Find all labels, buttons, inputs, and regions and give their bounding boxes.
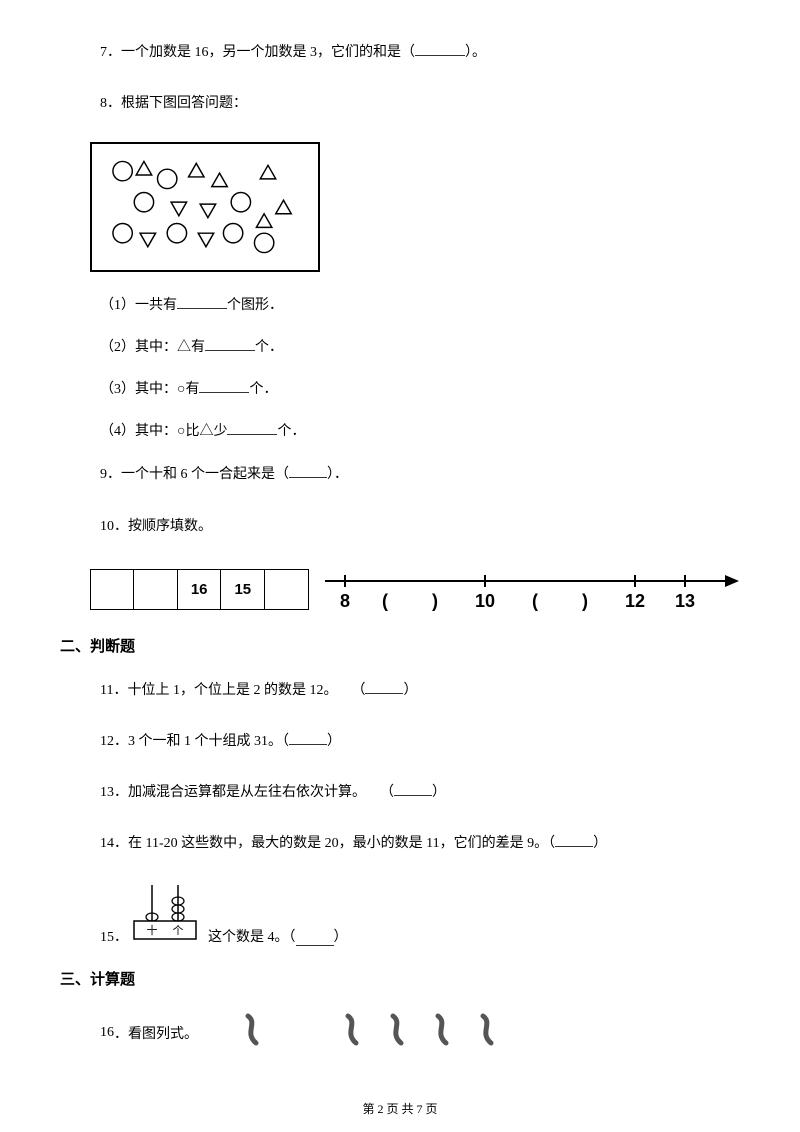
q7-text-a: ．一个加数是 16，另一个加数是 3，它们的和是（ bbox=[107, 45, 415, 60]
svg-text:10: 10 bbox=[475, 591, 495, 611]
q8-sub1-blank[interactable] bbox=[177, 295, 227, 309]
question-16: 16．看图列式。 bbox=[100, 1011, 740, 1056]
footer-b: 页 共 bbox=[383, 1102, 416, 1116]
q13-blank[interactable] bbox=[394, 782, 432, 796]
q8-sub1-a: （1）一共有 bbox=[100, 298, 177, 313]
q9-num: 9 bbox=[100, 467, 107, 482]
q8-sub4-blank[interactable] bbox=[227, 421, 277, 435]
q9-blank[interactable] bbox=[289, 464, 327, 478]
q12-blank[interactable] bbox=[289, 731, 327, 745]
q14-num: 14 bbox=[100, 836, 114, 851]
question-9: 9．一个十和 6 个一合起来是（ ）． bbox=[100, 462, 740, 487]
q15-text-b: 这个数是 4。（ bbox=[208, 926, 296, 946]
shapes-figure bbox=[90, 142, 320, 272]
q12-text-b: ） bbox=[327, 734, 341, 749]
abacus-icon: 十个 bbox=[128, 883, 202, 946]
q12-num: 12 bbox=[100, 734, 114, 749]
q8-sub3-b: 个． bbox=[249, 382, 277, 397]
section-2-header: 二、判断题 bbox=[60, 635, 740, 656]
question-7: 7．一个加数是 16，另一个加数是 3，它们的和是（ ）。 bbox=[100, 40, 740, 65]
q10-cell: 16 bbox=[177, 570, 221, 610]
q8-sub3-blank[interactable] bbox=[199, 379, 249, 393]
q8-sub4: （4）其中：○比△少 个． bbox=[100, 420, 740, 440]
question-10: 10．按顺序填数。 bbox=[100, 514, 740, 539]
svg-text:): ) bbox=[582, 591, 588, 611]
q10-cell: 15 bbox=[221, 570, 265, 610]
q10-cell[interactable] bbox=[265, 570, 308, 610]
shapes-svg bbox=[92, 144, 318, 270]
q10-num: 10 bbox=[100, 519, 114, 534]
q11-text-b: ） bbox=[403, 683, 417, 698]
q11-text-a: ．十位上 1，个位上是 2 的数是 12。 （ bbox=[113, 683, 365, 698]
q9-text-b: ）． bbox=[327, 467, 348, 482]
q13-num: 13 bbox=[100, 785, 114, 800]
q8-sub3-a: （3）其中：○有 bbox=[100, 382, 199, 397]
footer-a: 第 bbox=[362, 1102, 377, 1116]
q15-blank[interactable] bbox=[296, 932, 334, 946]
q10-text: ．按顺序填数。 bbox=[114, 519, 212, 534]
question-12: 12．3 个一和 1 个十组成 31。（ ） bbox=[100, 729, 740, 754]
q10-table: 1615 bbox=[90, 569, 309, 610]
waves-left bbox=[228, 1011, 298, 1056]
q10-cell[interactable] bbox=[134, 570, 177, 610]
q7-text-b: ）。 bbox=[465, 45, 486, 60]
q16-num: 16 bbox=[100, 1025, 114, 1041]
q8-text: ．根据下图回答问题： bbox=[107, 96, 247, 111]
q13-text-b: ） bbox=[432, 785, 446, 800]
question-14: 14．在 11-20 这些数中，最大的数是 20，最小的数是 11，它们的差是 … bbox=[100, 831, 740, 856]
q8-sub2-a: （2）其中：△有 bbox=[100, 340, 205, 355]
q8-sub3: （3）其中：○有 个． bbox=[100, 378, 740, 398]
q11-num: 11 bbox=[100, 683, 113, 698]
q7-num: 7 bbox=[100, 45, 107, 60]
question-13: 13．加减混合运算都是从左往右依次计算。 （ ） bbox=[100, 780, 740, 805]
q14-blank[interactable] bbox=[555, 833, 593, 847]
q8-sub2-b: 个． bbox=[255, 340, 283, 355]
section-3-header: 三、计算题 bbox=[60, 968, 740, 989]
svg-text:12: 12 bbox=[625, 591, 645, 611]
q8-sub2-blank[interactable] bbox=[205, 337, 255, 351]
q8-num: 8 bbox=[100, 96, 107, 111]
q10-figure: 1615 8 () 10 () 12 13 bbox=[90, 565, 740, 615]
svg-text:(: ( bbox=[382, 591, 388, 611]
q8-sub4-b: 个． bbox=[277, 424, 305, 439]
q8-sub4-a: （4）其中：○比△少 bbox=[100, 424, 227, 439]
q10-cell[interactable] bbox=[91, 570, 134, 610]
q8-sub1: （1）一共有 个图形． bbox=[100, 294, 740, 314]
footer-c: 页 bbox=[423, 1102, 438, 1116]
svg-text:(: ( bbox=[532, 591, 538, 611]
q15-num: 15 bbox=[100, 930, 114, 946]
question-15: 15． 十个 这个数是 4。（） bbox=[100, 883, 740, 946]
page-footer: 第 2 页 共 7 页 bbox=[0, 1100, 800, 1117]
q14-text-b: ） bbox=[593, 836, 607, 851]
svg-text:8: 8 bbox=[340, 591, 350, 611]
q16-text: ．看图列式。 bbox=[114, 1023, 198, 1043]
q15-text-a: ． bbox=[114, 926, 128, 946]
svg-text:十: 十 bbox=[147, 923, 158, 937]
q15-text-c: ） bbox=[334, 926, 348, 946]
q14-text-a: ．在 11-20 这些数中，最大的数是 20，最小的数是 11，它们的差是 9。… bbox=[114, 836, 555, 851]
question-11: 11．十位上 1，个位上是 2 的数是 12。 （ ） bbox=[100, 678, 740, 703]
svg-text:): ) bbox=[432, 591, 438, 611]
q11-blank[interactable] bbox=[365, 680, 403, 694]
svg-text:13: 13 bbox=[675, 591, 695, 611]
q12-text-a: ．3 个一和 1 个十组成 31。（ bbox=[114, 734, 289, 749]
question-8: 8．根据下图回答问题： bbox=[100, 91, 740, 116]
q7-blank[interactable] bbox=[415, 42, 465, 56]
number-line-svg: 8 () 10 () 12 13 bbox=[325, 565, 740, 615]
q8-sub2: （2）其中：△有 个． bbox=[100, 336, 740, 356]
q9-text-a: ．一个十和 6 个一合起来是（ bbox=[107, 467, 289, 482]
q8-sub1-b: 个图形． bbox=[227, 298, 283, 313]
q13-text-a: ．加减混合运算都是从左往右依次计算。 （ bbox=[114, 785, 394, 800]
waves-right bbox=[328, 1011, 528, 1056]
svg-text:个: 个 bbox=[173, 924, 184, 937]
